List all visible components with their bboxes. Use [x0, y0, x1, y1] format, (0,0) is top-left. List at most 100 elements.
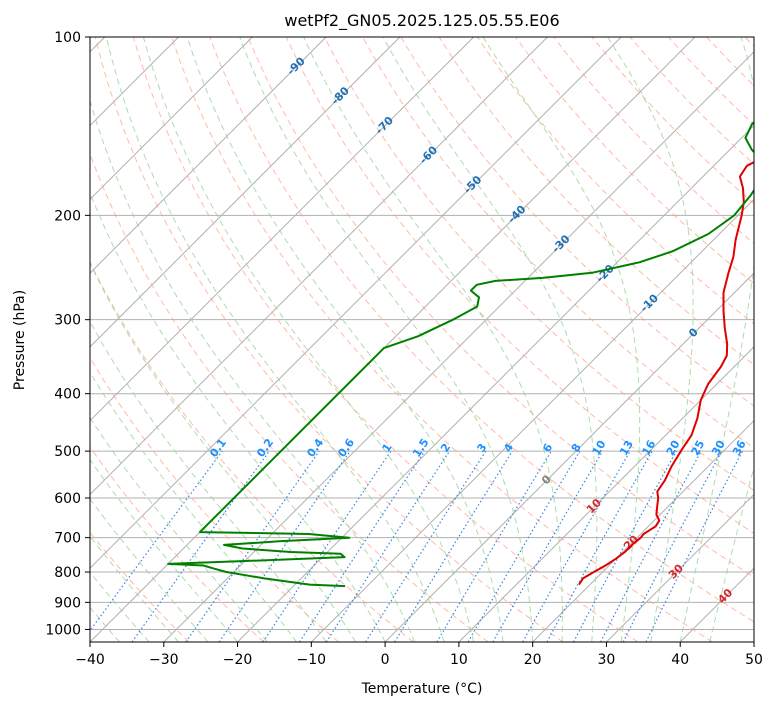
isotherm-line [90, 37, 548, 496]
mixing-ratio-label: 25 [689, 438, 708, 458]
dry-adiabat-line [90, 356, 339, 642]
moist-adiabat-line [90, 416, 268, 642]
x-tick-label: 0 [381, 652, 390, 668]
mixing-ratio-line [365, 450, 487, 642]
x-tick-label: −30 [149, 652, 179, 668]
mixing-ratio-line [325, 450, 450, 642]
y-tick-label: 500 [54, 444, 81, 460]
y-tick-label: 600 [54, 491, 81, 507]
y-axis-label: Pressure (hPa) [12, 290, 28, 390]
isotherm-line [458, 346, 754, 642]
y-tick-label: 400 [54, 387, 81, 403]
moist-adiabat-line [482, 37, 641, 642]
y-tick-label: 700 [54, 531, 81, 547]
dry-adiabat-line [515, 37, 754, 285]
isotherm-line [90, 37, 696, 642]
y-tick-label: 1000 [45, 622, 81, 638]
dry-adiabat-line [285, 37, 754, 535]
chart-title: wetPf2_GN05.2025.125.05.55.E06 [284, 11, 559, 31]
dry-adiabat-line [706, 37, 754, 87]
plot-area: 0.1 0.2 0.4 0.6 1 1.5 2 3 4 6 8 10 13 16 20 25 30 36-90-8… [90, 37, 754, 642]
plot-frame [89, 36, 755, 643]
mixing-ratio-label: 0.2 [254, 436, 276, 459]
mixing-ratio-label: 1.5 [410, 436, 432, 459]
moist-adiabat-line [105, 37, 445, 642]
mixing-ratio-label: 3 [475, 441, 490, 454]
isotherm-line [606, 493, 754, 642]
moist-adiabat-line [709, 465, 754, 642]
mixing-ratio-label: 13 [617, 438, 636, 458]
mixing-ratio-line [522, 450, 631, 642]
isotherm-line [90, 37, 327, 274]
dry-adiabat-line [553, 37, 754, 245]
dry-adiabat-line [629, 37, 754, 165]
x-tick-label: 10 [450, 652, 468, 668]
isotherm-line [90, 37, 253, 201]
mixing-ratio-line [645, 450, 744, 642]
moist-adiabat-line [90, 262, 357, 642]
mixing-ratio-line [90, 450, 223, 632]
moist-adiabat-line [90, 371, 297, 642]
mixing-ratio-label: 16 [639, 438, 658, 458]
dry-adiabat-line [438, 37, 754, 366]
dry-adiabat-line [90, 260, 414, 642]
mixing-ratio-label: 36 [730, 438, 749, 458]
moist-adiabat-line [382, 37, 598, 642]
isotherm-line [90, 37, 401, 348]
dry-adiabat-line [94, 37, 564, 642]
mixing-ratio-line [546, 450, 653, 642]
moist-adiabat-line [90, 535, 179, 642]
mixing-ratio-label: 6 [540, 441, 555, 455]
dry-adiabat-line [90, 446, 265, 642]
temperature-profile-line [578, 161, 754, 586]
x-tick-label: −40 [75, 652, 105, 668]
x-tick-label: 50 [745, 652, 763, 668]
isotherm-line [90, 37, 622, 569]
x-axis: −40 −30 −20 −10 0 10 20 30 40 50 [75, 642, 763, 668]
mixing-ratio-line [600, 450, 702, 642]
y-axis: 100 200 300 400 500 600 700 800 900 1000 [45, 30, 90, 638]
y-tick-label: 800 [54, 565, 81, 581]
mixing-ratio-line [467, 450, 581, 642]
mixing-ratio-line [218, 450, 351, 642]
mixing-ratio-label: 0.4 [304, 436, 326, 460]
mixing-ratio-label: 0.1 [207, 436, 229, 459]
mixing-ratio-label: 30 [709, 438, 728, 458]
mixing-ratio-label: 8 [569, 441, 584, 454]
x-tick-label: 30 [598, 652, 616, 668]
isotherm-line [384, 272, 754, 642]
moist-adiabat-line [239, 37, 534, 642]
dry-adiabat-line [90, 531, 190, 642]
x-tick-label: −20 [223, 652, 253, 668]
mixing-ratio-label: 0.6 [335, 436, 357, 460]
x-tick-label: 40 [671, 652, 689, 668]
mixing-ratio-label: 20 [664, 438, 683, 458]
dry-adiabat-line [209, 37, 754, 623]
mixing-ratio-line [299, 450, 426, 642]
isotherm-line [90, 37, 475, 422]
mixing-ratio-label: 2 [438, 441, 453, 455]
dewpoint-profile-line [167, 121, 754, 588]
y-tick-label: 100 [54, 30, 81, 46]
dry-adiabat-line [591, 37, 754, 205]
y-tick-label: 300 [54, 313, 81, 329]
isotherm-line [532, 419, 754, 642]
moist-adiabat-line [90, 191, 386, 642]
moist-adiabat-line [90, 498, 209, 642]
mixing-ratio-line [262, 450, 392, 642]
x-tick-label: 20 [524, 652, 542, 668]
mixing-ratio-line [572, 450, 677, 642]
moist-adiabat-line [90, 458, 238, 642]
moist-adiabat-line [679, 37, 754, 642]
mixing-ratio-line [394, 450, 513, 642]
isotherm-line [753, 641, 754, 642]
mixing-ratio-line [131, 450, 270, 642]
y-tick-label: 200 [54, 208, 81, 224]
moist-adiabat-line [90, 320, 327, 642]
moist-adiabat-line [303, 37, 563, 642]
mixing-ratio-line [185, 450, 320, 642]
y-tick-label: 900 [54, 595, 81, 611]
dry-adiabat-line [171, 37, 713, 642]
mixing-ratio-label: 4 [501, 441, 516, 455]
